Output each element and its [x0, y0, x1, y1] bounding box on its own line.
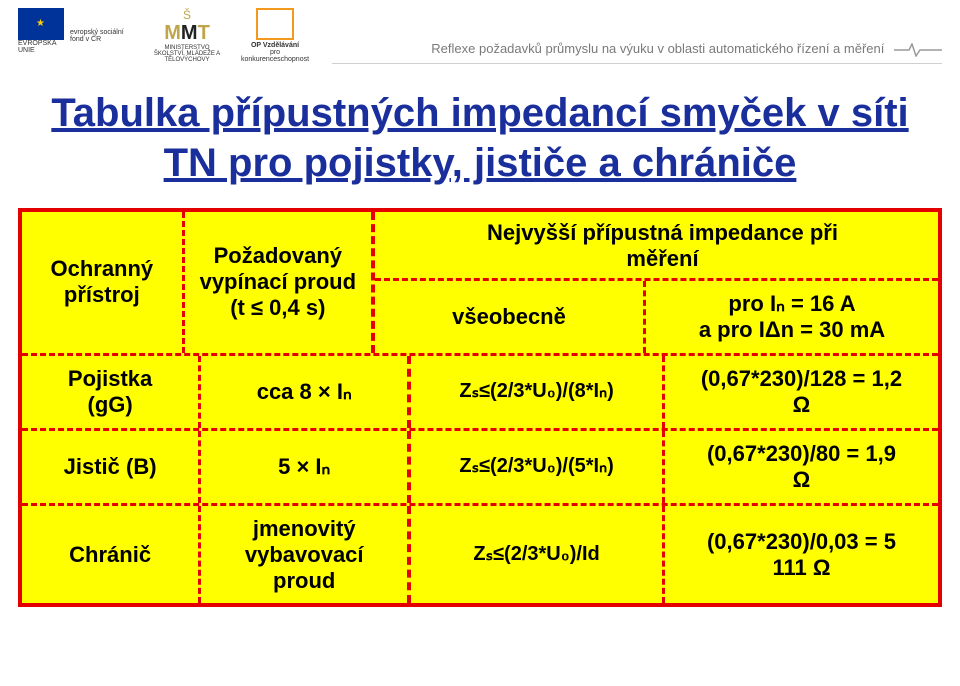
th-imp-top-l2: měření — [626, 246, 698, 272]
cell-text: Pojistka — [68, 366, 152, 392]
cell-value: (0,67*230)/128 = 1,2 Ω — [662, 356, 938, 428]
th-spec-l1: pro Iₙ = 16 A — [728, 291, 855, 317]
op-icon — [256, 8, 294, 40]
cell-text: cca 8 × Iₙ — [257, 379, 352, 405]
esf-label: evropský sociální fond v ČR — [70, 8, 138, 64]
op-line1: OP Vzdělávání — [236, 42, 314, 49]
th-specific: pro Iₙ = 16 A a pro IΔn = 30 mA — [643, 281, 938, 353]
cell-device: Jistič (B) — [22, 431, 198, 503]
title-line-1: Tabulka přípustných impedancí smyček v s… — [51, 88, 908, 138]
eu-flag-icon — [18, 8, 64, 40]
subtitle-text: Reflexe požadavků průmyslu na výuku v ob… — [431, 41, 884, 56]
th-impedance-top: Nejvyšší přípustná impedance při měření — [375, 212, 950, 278]
cell-text: vybavovací — [245, 542, 364, 568]
cell-formula: Zₛ≤(2/3*U₀)/Id — [407, 506, 662, 604]
ecg-icon — [894, 43, 942, 57]
th-current-l1: Požadovaný — [214, 243, 342, 269]
th-impedance-group: Nejvyšší přípustná impedance při měření … — [371, 212, 938, 353]
th-device-text: Ochranný přístroj — [30, 256, 174, 308]
th-general: všeobecně — [375, 281, 643, 353]
cell-text: Ω — [793, 467, 811, 493]
table-head: Ochranný přístroj Požadovaný vypínací pr… — [22, 212, 938, 353]
cell-formula: Zₛ≤(2/3*U₀)/(5*Iₙ) — [407, 431, 662, 503]
th-current: Požadovaný vypínací proud (t ≤ 0,4 s) — [182, 212, 371, 353]
cell-text: Zₛ≤(2/3*U₀)/(5*Iₙ) — [459, 455, 613, 479]
op-logo: OP Vzdělávání pro konkurenceschopnost — [236, 8, 314, 64]
op-line2: pro konkurenceschopnost — [236, 49, 314, 63]
cell-text: Ω — [793, 392, 811, 418]
header-subtitle: Reflexe požadavků průmyslu na výuku v ob… — [332, 41, 942, 64]
cell-text: Chránič — [69, 542, 151, 568]
cell-text: jmenovitý — [253, 516, 356, 542]
header: EVROPSKÁ UNIE evropský sociální fond v Č… — [0, 0, 960, 68]
cell-text: Zₛ≤(2/3*U₀)/Id — [473, 543, 599, 567]
header-logos: EVROPSKÁ UNIE evropský sociální fond v Č… — [18, 8, 314, 64]
table-row: Jistič (B) 5 × Iₙ Zₛ≤(2/3*U₀)/(5*Iₙ) (0,… — [22, 428, 938, 503]
cell-text: 111 Ω — [772, 555, 830, 581]
slide: EVROPSKÁ UNIE evropský sociální fond v Č… — [0, 0, 960, 686]
esf-logo: EVROPSKÁ UNIE evropský sociální fond v Č… — [18, 8, 138, 64]
cell-text: Zₛ≤(2/3*U₀)/(8*Iₙ) — [459, 380, 613, 404]
cell-text: (0,67*230)/128 = 1,2 — [701, 366, 902, 392]
th-general-text: všeobecně — [452, 304, 566, 330]
th-current-l3: (t ≤ 0,4 s) — [230, 295, 325, 321]
cell-text: proud — [273, 568, 335, 594]
cell-text: (0,67*230)/0,03 = 5 — [707, 529, 896, 555]
th-spec-l2: a pro IΔn = 30 mA — [699, 317, 885, 343]
title-line-2: TN pro pojistky, jističe a chrániče — [164, 138, 797, 188]
cell-current: cca 8 × Iₙ — [198, 356, 407, 428]
table-row: Chránič jmenovitý vybavovací proud Zₛ≤(2… — [22, 503, 938, 604]
th-current-l2: vypínací proud — [200, 269, 356, 295]
cell-value: (0,67*230)/80 = 1,9 Ω — [662, 431, 938, 503]
table-row: Pojistka (gG) cca 8 × Iₙ Zₛ≤(2/3*U₀)/(8*… — [22, 353, 938, 428]
cell-current: 5 × Iₙ — [198, 431, 407, 503]
cell-text: (gG) — [88, 392, 133, 418]
th-imp-top-l1: Nejvyšší přípustná impedance při — [487, 220, 838, 246]
th-device: Ochranný přístroj — [22, 212, 182, 353]
cell-text: 5 × Iₙ — [278, 454, 330, 480]
title: Tabulka přípustných impedancí smyček v s… — [30, 88, 930, 188]
cell-current: jmenovitý vybavovací proud — [198, 506, 407, 604]
th-impedance-sub: všeobecně pro Iₙ = 16 A a pro IΔn = 30 m… — [375, 278, 938, 353]
eu-label: EVROPSKÁ UNIE — [18, 40, 70, 55]
cell-formula: Zₛ≤(2/3*U₀)/(8*Iₙ) — [407, 356, 662, 428]
impedance-table: Ochranný přístroj Požadovaný vypínací pr… — [18, 208, 942, 607]
cell-device: Pojistka (gG) — [22, 356, 198, 428]
msmt-logo: Š MMT MINISTERSTVO ŠKOLSTVÍ, MLÁDEŽE A T… — [152, 8, 222, 64]
cell-text: (0,67*230)/80 = 1,9 — [707, 441, 896, 467]
cell-value: (0,67*230)/0,03 = 5 111 Ω — [662, 506, 938, 604]
cell-device: Chránič — [22, 506, 198, 604]
msmt-sub: MINISTERSTVO ŠKOLSTVÍ, MLÁDEŽE A TĚLOVÝC… — [152, 45, 222, 63]
cell-text: Jistič (B) — [64, 454, 157, 480]
